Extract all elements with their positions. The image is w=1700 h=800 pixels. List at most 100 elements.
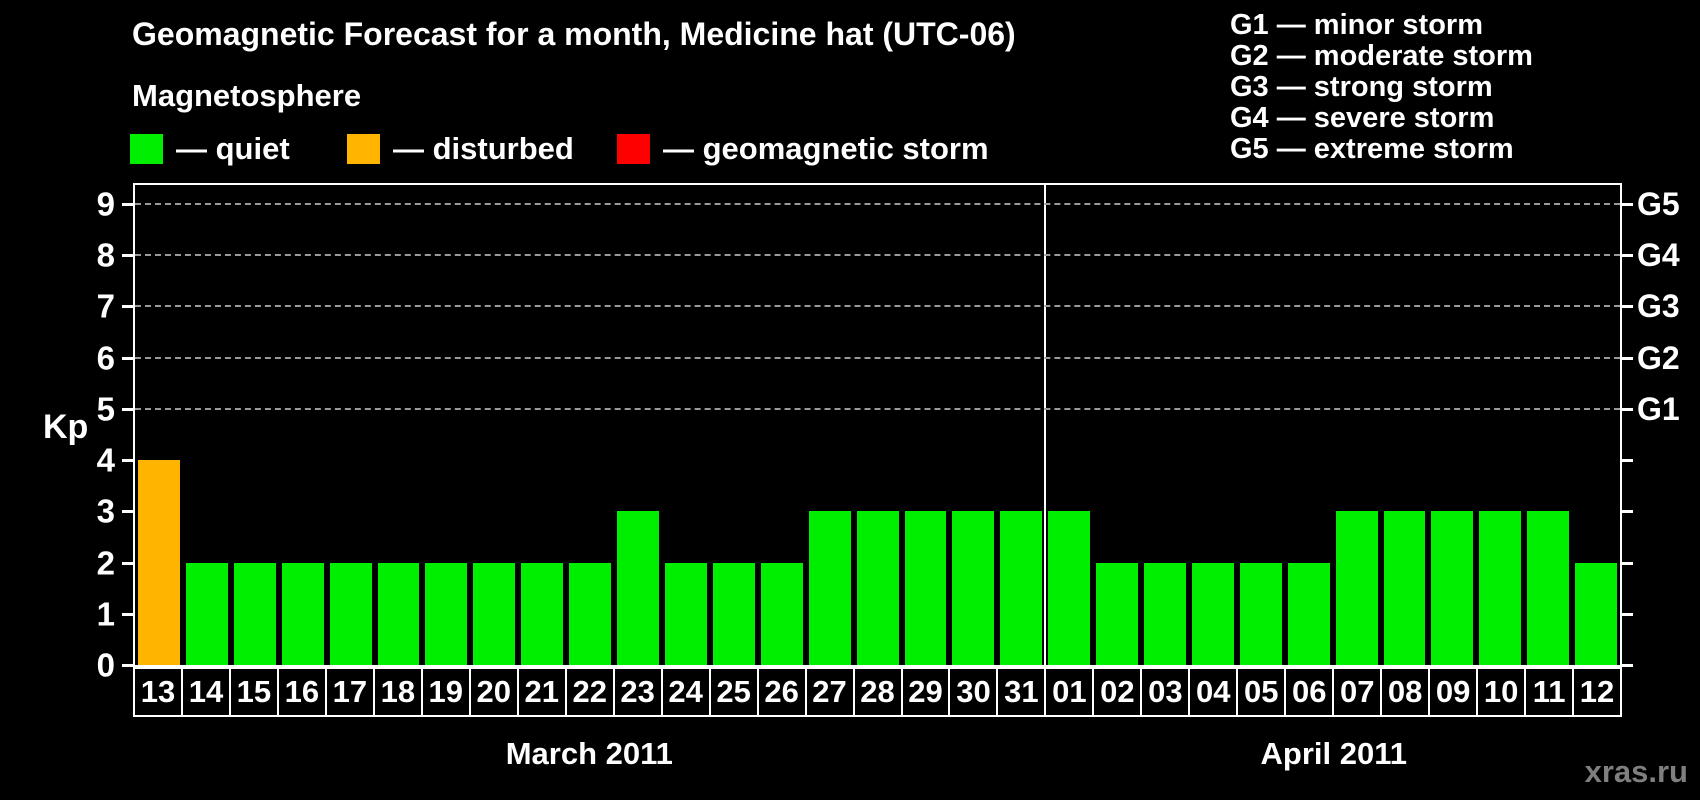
- bar-day-18: [377, 562, 420, 665]
- tick-right-kp-9: [1622, 203, 1633, 206]
- bar-cell-01: [1045, 185, 1093, 665]
- bar-day-30: [952, 511, 995, 665]
- tick-left-kp-6: [122, 356, 133, 360]
- bar-cell-29: [902, 185, 950, 665]
- bar-cell-12: [1572, 185, 1620, 665]
- day-label-11: 11: [1524, 667, 1575, 717]
- g-scale-legend: G1 — minor storm G2 — moderate storm G3 — …: [1230, 10, 1533, 165]
- bar-day-11: [1527, 511, 1570, 665]
- bar-day-04: [1191, 562, 1234, 665]
- bar-day-23: [617, 511, 659, 665]
- bar-day-07: [1335, 511, 1378, 665]
- tick-left-kp-3: [122, 510, 133, 514]
- day-label-24: 24: [660, 667, 711, 717]
- bar-day-31: [1000, 511, 1043, 665]
- bar-day-29: [904, 511, 947, 665]
- bar-day-24: [664, 562, 707, 665]
- y-tick-label-7: 7: [96, 287, 115, 325]
- day-label-06: 06: [1284, 667, 1335, 717]
- day-label-01: 01: [1044, 667, 1095, 717]
- bar-day-03: [1144, 562, 1186, 665]
- bar-cell-13: [135, 185, 183, 665]
- magnetosphere-label: Magnetosphere: [132, 78, 362, 113]
- tick-right-kp-8: [1622, 254, 1633, 258]
- day-label-20: 20: [468, 667, 519, 717]
- day-label-30: 30: [948, 667, 999, 717]
- bar-day-17: [329, 562, 372, 665]
- right-axis-label-G1: G1: [1637, 390, 1680, 427]
- g-legend-line-1: G1 — minor storm: [1230, 9, 1483, 41]
- storm-label: — geomagnetic storm: [663, 131, 989, 166]
- right-axis-label-G3: G3: [1637, 288, 1680, 325]
- gridline-kp-6: [135, 356, 1620, 359]
- tick-left-kp-4: [122, 459, 133, 463]
- bar-day-12: [1575, 562, 1618, 665]
- gridline-kp-8: [135, 254, 1620, 257]
- g-legend-line-4: G4 — severe storm: [1230, 102, 1495, 134]
- day-label-17: 17: [324, 667, 375, 717]
- bar-day-26: [760, 562, 803, 665]
- bar-cell-26: [758, 185, 806, 665]
- bar-cell-03: [1141, 185, 1189, 665]
- day-label-18: 18: [372, 667, 423, 717]
- bar-cell-18: [375, 185, 423, 665]
- month-label-1: April 2011: [1260, 736, 1408, 771]
- plot-area: 0 1 2 3 4 5 6 7 8 9 G1 G2 G3 G4 G5: [97, 183, 1680, 682]
- bar-cell-14: [183, 185, 231, 665]
- tick-right-kp-0: [1622, 664, 1633, 667]
- gridline-kp-9: [135, 203, 1620, 205]
- y-tick-label-4: 4: [96, 441, 115, 479]
- bar-day-09: [1431, 511, 1474, 665]
- bar-day-25: [712, 562, 755, 665]
- quiet-swatch: [130, 134, 163, 164]
- bar-day-06: [1287, 562, 1330, 665]
- storm-swatch: [617, 134, 650, 164]
- tick-left-kp-0: [122, 664, 133, 667]
- y-tick-label-2: 2: [96, 544, 115, 582]
- day-label-10: 10: [1476, 667, 1527, 717]
- gridline-kp-5: [135, 407, 1620, 410]
- legend-item-quiet: — quiet: [130, 130, 290, 168]
- day-label-21: 21: [516, 667, 567, 717]
- bar-day-15: [233, 562, 276, 665]
- bar-day-01: [1048, 511, 1091, 665]
- bar-day-08: [1383, 511, 1426, 665]
- tick-left-kp-7: [122, 305, 133, 309]
- month-label-0: March 2011: [505, 736, 673, 771]
- bar-cell-02: [1093, 185, 1141, 665]
- bar-cell-31: [997, 185, 1045, 665]
- tick-right-kp-4: [1622, 459, 1633, 463]
- day-label-05: 05: [1236, 667, 1287, 717]
- bar-day-28: [856, 511, 899, 665]
- chart-title: Geomagnetic Forecast for a month, Medici…: [132, 16, 1016, 52]
- bar-day-22: [569, 562, 612, 665]
- day-label-28: 28: [852, 667, 903, 717]
- right-axis-label-G4: G4: [1637, 237, 1680, 274]
- day-label-15: 15: [228, 667, 279, 717]
- right-axis-label-G2: G2: [1637, 339, 1680, 376]
- bar-day-14: [185, 562, 228, 665]
- tick-right-kp-7: [1622, 305, 1633, 309]
- disturbed-swatch: [347, 134, 380, 164]
- bar-cell-30: [949, 185, 997, 665]
- day-label-23: 23: [612, 667, 663, 717]
- right-axis-label-G5: G5: [1637, 186, 1680, 222]
- y-tick-label-6: 6: [96, 339, 115, 377]
- bar-cell-16: [279, 185, 327, 665]
- day-label-27: 27: [804, 667, 855, 717]
- day-label-08: 08: [1380, 667, 1431, 717]
- day-label-25: 25: [708, 667, 759, 717]
- bar-cell-17: [327, 185, 375, 665]
- day-label-26: 26: [756, 667, 807, 717]
- day-label-22: 22: [564, 667, 615, 717]
- tick-left-kp-8: [122, 254, 133, 258]
- tick-right-kp-5: [1622, 407, 1633, 411]
- bar-cell-19: [422, 185, 470, 665]
- bar-cell-10: [1476, 185, 1524, 665]
- tick-left-kp-9: [122, 203, 133, 206]
- tick-right-kp-6: [1622, 356, 1633, 360]
- tick-left-kp-2: [122, 561, 133, 565]
- legend-item-storm: — geomagnetic storm: [617, 130, 989, 168]
- bar-cell-04: [1189, 185, 1237, 665]
